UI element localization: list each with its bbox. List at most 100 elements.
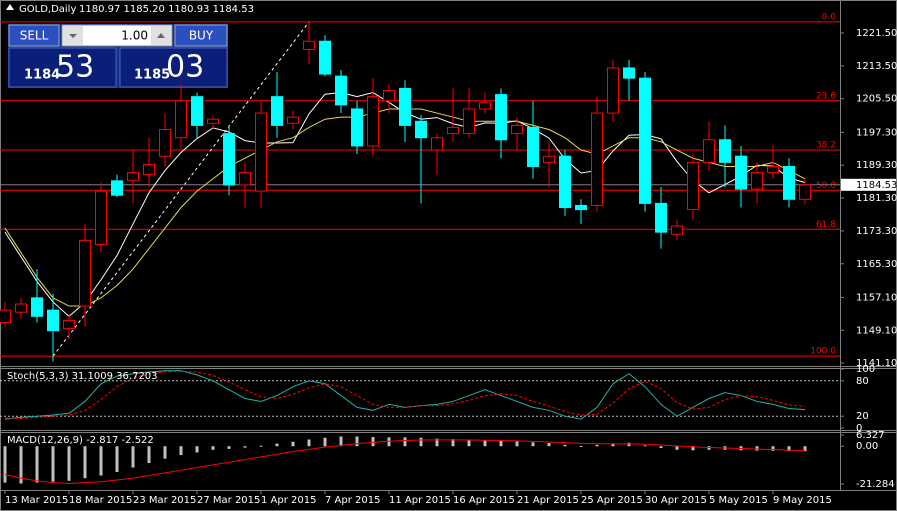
macd-bar [515,441,519,447]
macd-bar [563,444,567,447]
macd-bar [387,437,391,447]
lots-up-arrow [157,33,165,38]
candle-body [95,190,107,245]
y-tick-label: 1221.50 [856,28,897,39]
fibo-label: 38.2 [816,141,836,151]
trade-panel: SELL 1.00 BUY 1184 53 1185 03 [8,24,228,88]
panel-title: MACD(12,26,9) -2.817 -2.522 [7,435,154,446]
macd-bar [483,440,487,447]
macd-bar [147,446,151,464]
x-tick-label: 13 Mar 2015 [5,495,68,506]
y-tick-label: 1205.50 [856,94,897,105]
macd-bar [803,446,807,452]
y-tick-label: -21.284 [856,479,895,490]
x-tick-label: 9 May 2015 [773,495,832,506]
candle-body [447,126,459,135]
bid-pips: 53 [56,50,94,85]
macd-bar [115,446,119,472]
y-tick-label: 6.327 [856,430,885,441]
x-tick-label: 18 Mar 2015 [69,495,132,506]
macd-bar [355,436,359,447]
macd-bar [163,446,167,459]
candle-body [767,165,779,174]
candle-body [655,202,667,233]
candle-body [47,309,59,332]
candle-body [639,77,651,204]
macd-signal [4,439,806,484]
ask-box[interactable] [119,47,228,88]
lots-down-arrow [69,34,77,38]
lots-input[interactable] [61,24,173,47]
x-tick-label: 30 Apr 2015 [645,495,707,506]
quote: 1180.97 1185.20 1180.93 1184.53 [79,4,254,15]
y-tick-label: 1213.50 [856,61,897,72]
candle-body [223,133,235,186]
x-tick-label: 7 Apr 2015 [325,495,380,506]
candle-body [703,139,715,163]
buy-button[interactable] [174,24,228,47]
ask-pips: 03 [166,50,204,85]
candle-body [319,40,331,75]
y-tick-label: 20 [856,411,869,422]
macd-bar [291,441,295,447]
candle-body [527,126,539,167]
macd-bar [307,439,311,447]
symbol: GOLD,Daily [19,4,76,15]
x-tick-label: 21 Apr 2015 [517,495,579,506]
candle-body [111,180,123,196]
macd-bar [499,440,503,447]
x-tick-label: 23 Mar 2015 [133,495,196,506]
macd-bar [179,446,183,456]
macd-bar [67,446,71,481]
stoch-line [4,370,806,420]
macd-bar [275,443,279,447]
candle-body [735,155,747,190]
y-tick-label: 1141.10 [856,358,897,369]
x-tick-label: 11 Apr 2015 [389,495,451,506]
candle-body [31,297,43,317]
macd-bar [467,439,471,447]
candle-body [303,40,315,50]
current-price-box [841,178,896,191]
candle-body [351,108,363,147]
macd-bar [611,443,615,447]
macd-bar [675,446,679,450]
macd-bar [35,446,39,483]
y-tick-label: 80 [856,376,869,387]
y-tick-label: 1181.30 [856,193,897,204]
y-tick-label: 1197.30 [856,127,897,138]
sell-button[interactable] [8,24,60,47]
macd-bar [595,444,599,447]
macd-bar [323,437,327,447]
candle-body [335,75,347,106]
candle-body [751,172,763,190]
y-tick-label: 1157.10 [856,292,897,303]
candle-body [367,96,379,147]
y-tick-label: 1149.10 [856,325,897,336]
candle-body [431,137,443,151]
fibo-label: 61.8 [816,220,836,230]
ask-main: 1185 [134,68,170,83]
candle-body [687,161,699,211]
macd-bar [531,442,535,447]
x-tick-label: 27 Mar 2015 [197,495,260,506]
candle-body [559,155,571,209]
fibo-label: 23.6 [816,91,836,101]
macd-bar [707,446,711,450]
fibo-trendline [52,21,310,357]
candle-body [287,116,299,124]
bid-box[interactable] [8,47,117,88]
candle-body [479,102,491,110]
y-tick-label: 0 [856,423,862,434]
fibo-label: 50.0 [816,181,836,191]
y-tick-label: 1165.30 [856,259,897,270]
candle-body [463,108,475,135]
y-tick-label: 1173.30 [856,226,897,237]
macd-bar [19,446,23,484]
macd-bar [243,446,247,448]
candle-body [79,239,91,307]
candle-body [399,87,411,126]
candle-body [207,118,219,124]
